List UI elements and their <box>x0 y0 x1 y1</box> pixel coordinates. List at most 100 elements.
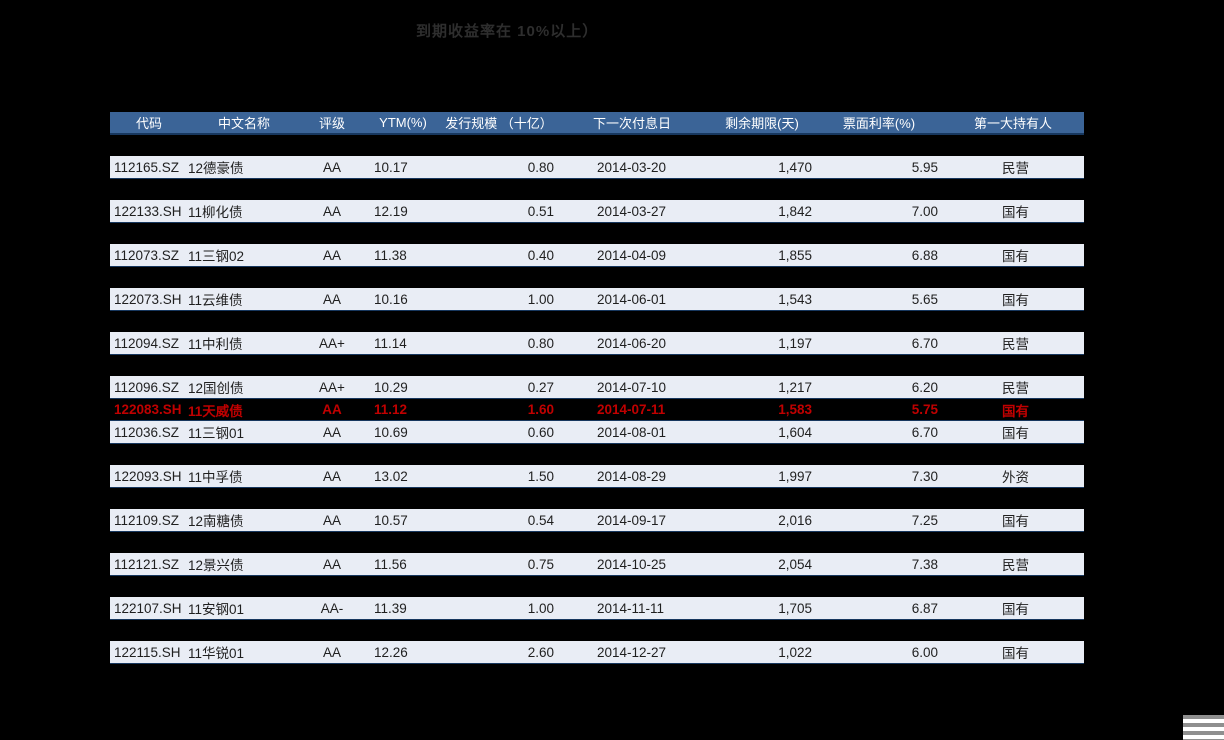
cell-remaining: 1,583 <box>778 402 812 417</box>
cell-code: 122115.SH <box>114 644 181 660</box>
cell-name: 11安钢01 <box>188 602 245 617</box>
cell-coupon: 6.20 <box>911 379 938 395</box>
table-row: 122107.SH 11安钢01 AA- 11.39 1.00 2014-11-11 1,7… <box>110 597 1084 620</box>
cell-holder: 国有 <box>1002 249 1029 264</box>
header-cell-remaining: 剩余期限(天) <box>725 116 799 131</box>
cell-next_pay: 2014-09-17 <box>597 512 667 528</box>
cell-rating: AA <box>322 424 341 440</box>
header-cell-next_pay: 下一次付息日 <box>592 116 671 131</box>
cell-rating: AA <box>322 291 341 307</box>
cell-coupon: 6.70 <box>911 335 938 351</box>
cell-ytm: 11.38 <box>374 247 407 263</box>
cell-scale: 1.50 <box>527 468 554 484</box>
table-row: 112121.SZ 12景兴债 AA 11.56 0.75 2014-10-25 2,054… <box>110 553 1084 576</box>
cell-next_pay: 2014-11-11 <box>597 600 665 616</box>
cell-remaining: 1,604 <box>778 424 812 440</box>
bond-table: 代码 中文名称 评级 YTM(%) 发行规模 （十亿） 下一次付息日 剩余期限(天) 票面利率… <box>110 112 1084 664</box>
cell-name: 12景兴债 <box>188 558 244 573</box>
table-row: 112096.SZ 12国创债 AA+ 10.29 0.27 2014-07-10 1,21… <box>110 376 1084 399</box>
cell-code: 112165.SZ <box>114 159 180 175</box>
cell-coupon: 7.30 <box>911 468 938 484</box>
cell-coupon: 5.95 <box>911 159 938 175</box>
cell-next_pay: 2014-06-20 <box>597 335 667 351</box>
cell-holder: 国有 <box>1002 646 1029 661</box>
cell-holder: 国有 <box>1002 403 1029 419</box>
cell-coupon: 5.65 <box>911 291 938 307</box>
cell-coupon: 6.88 <box>911 247 938 263</box>
cell-remaining: 2,054 <box>778 556 812 572</box>
cell-ytm: 10.29 <box>374 379 408 395</box>
table-row: 112036.SZ 11三钢01 AA 10.69 0.60 2014-08-01 1,60… <box>110 421 1084 444</box>
cell-ytm: 10.16 <box>374 291 408 307</box>
cell-scale: 1.60 <box>527 402 554 417</box>
cell-scale: 0.80 <box>527 159 554 175</box>
table-row: 112094.SZ 11中利债 AA+ 11.14 0.80 2014-06-20 1,19… <box>110 332 1084 355</box>
cell-ytm: 11.12 <box>374 402 408 417</box>
cell-code: 122107.SH <box>114 600 182 616</box>
cell-holder: 国有 <box>1002 293 1029 308</box>
cell-coupon: 6.70 <box>911 424 938 440</box>
header-cell-scale: 发行规模 （十亿） <box>445 116 553 131</box>
cell-code: 122093.SH <box>114 468 182 484</box>
cell-coupon: 7.00 <box>911 203 938 219</box>
header-cell-coupon: 票面利率(%) <box>842 116 916 131</box>
cell-next_pay: 2014-12-27 <box>597 644 667 660</box>
cell-holder: 国有 <box>1002 602 1029 617</box>
cell-holder: 国有 <box>1002 205 1029 220</box>
cell-next_pay: 2014-04-09 <box>597 247 667 263</box>
cell-holder: 外资 <box>1002 470 1029 485</box>
corner-resize-handle-stripes[interactable] <box>1183 715 1224 740</box>
cell-ytm: 10.57 <box>374 512 408 528</box>
header-cell-name: 中文名称 <box>217 116 270 131</box>
cell-coupon: 6.87 <box>911 600 938 616</box>
cell-code: 122073.SH <box>114 291 182 307</box>
cell-code: 112109.SZ <box>114 512 180 528</box>
cell-scale: 0.40 <box>527 247 554 263</box>
cell-remaining: 1,543 <box>778 291 812 307</box>
cell-holder: 民营 <box>1002 337 1029 352</box>
cell-holder: 国有 <box>1002 426 1029 441</box>
cell-remaining: 1,022 <box>778 644 812 660</box>
cell-holder: 国有 <box>1002 514 1029 529</box>
cell-name: 11柳化债 <box>188 205 243 220</box>
cell-coupon: 7.25 <box>911 512 938 528</box>
cell-next_pay: 2014-07-11 <box>597 402 666 417</box>
cell-name: 11云维债 <box>188 293 243 308</box>
cell-coupon: 7.38 <box>911 556 938 572</box>
cell-scale: 0.75 <box>527 556 554 572</box>
cell-next_pay: 2014-07-10 <box>597 379 667 395</box>
cell-name: 12德豪债 <box>188 161 244 176</box>
cell-code: 122133.SH <box>114 203 182 219</box>
cell-scale: 1.00 <box>527 600 554 616</box>
cell-name: 11三钢01 <box>188 426 245 441</box>
cell-rating: AA <box>322 556 341 572</box>
cell-code: 122083.SH <box>114 402 182 417</box>
cell-next_pay: 2014-08-29 <box>597 468 667 484</box>
header-cell-ytm: YTM(%) <box>379 115 427 130</box>
cell-remaining: 1,217 <box>778 379 812 395</box>
cell-remaining: 1,470 <box>778 159 812 175</box>
cell-remaining: 1,855 <box>778 247 812 263</box>
cell-scale: 0.54 <box>527 512 554 528</box>
cell-rating: AA <box>322 247 341 263</box>
cell-scale: 2.60 <box>527 644 554 660</box>
cell-remaining: 1,842 <box>778 203 812 219</box>
cell-remaining: 2,016 <box>778 512 812 528</box>
table-header-row: 代码 中文名称 评级 YTM(%) 发行规模 （十亿） 下一次付息日 剩余期限(天) 票面利率… <box>110 112 1084 135</box>
cell-ytm: 12.19 <box>374 203 408 219</box>
cell-rating: AA+ <box>319 335 345 351</box>
cell-rating: AA <box>322 203 341 219</box>
cell-next_pay: 2014-03-27 <box>597 203 667 219</box>
cell-rating: AA <box>322 512 341 528</box>
table-row: 122093.SH 11中孚债 AA 13.02 1.50 2014-08-29 1,997… <box>110 465 1084 488</box>
cell-scale: 0.80 <box>527 335 554 351</box>
cell-rating: AA- <box>320 600 344 616</box>
cell-scale: 0.51 <box>527 203 554 219</box>
cell-code: 112073.SZ <box>114 247 180 263</box>
table-row: 122115.SH 11华锐01 AA 12.26 2.60 2014-12-27 1,02… <box>110 641 1084 664</box>
table-row: 122083.SH 11天威债 AA 11.12 1.60 2014-07-11 1,583… <box>110 399 1084 421</box>
cell-ytm: 11.14 <box>374 335 407 351</box>
cell-rating: AA <box>322 159 341 175</box>
table-row: 112109.SZ 12南糖债 AA 10.57 0.54 2014-09-17 2,016… <box>110 509 1084 532</box>
cell-holder: 民营 <box>1002 381 1029 396</box>
